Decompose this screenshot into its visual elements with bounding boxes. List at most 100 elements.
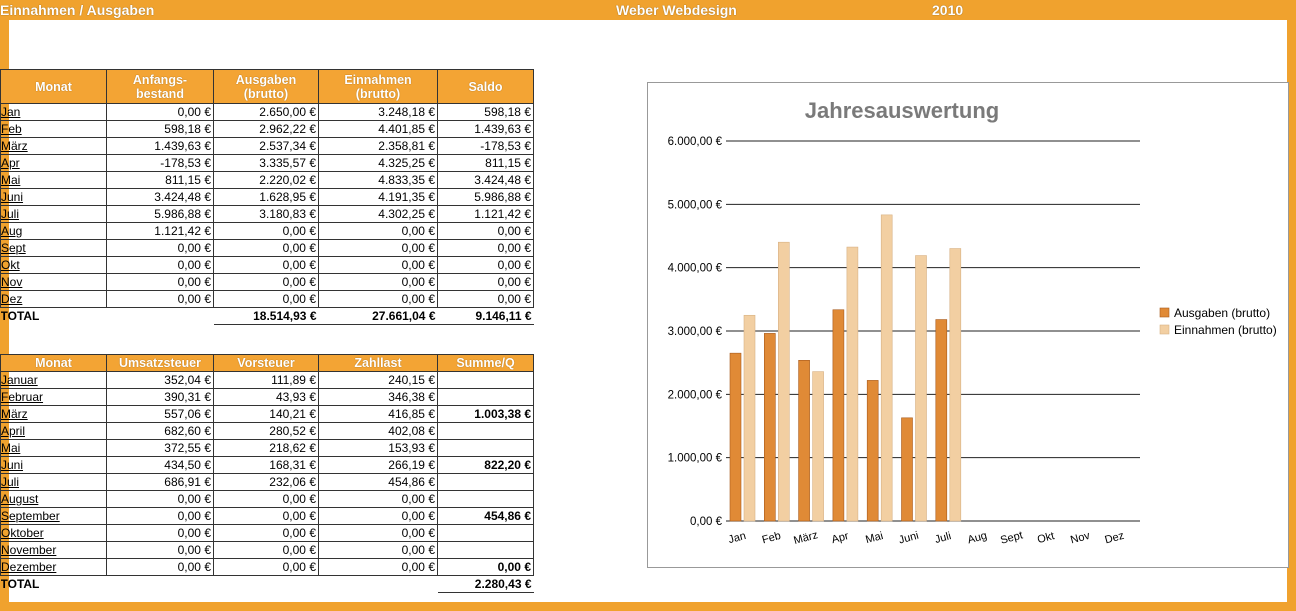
bar-einnahmen[interactable] xyxy=(812,371,824,522)
cell-col4[interactable]: 0,00 € xyxy=(318,222,438,240)
cell-col2[interactable]: 0,00 € xyxy=(106,558,214,576)
month-link[interactable]: August xyxy=(0,490,107,508)
cell-col2[interactable]: 598,18 € xyxy=(106,120,214,138)
cell-col3[interactable]: 2.537,34 € xyxy=(213,137,319,155)
cell-col3[interactable]: 140,21 € xyxy=(213,405,319,423)
cell-col5[interactable]: 0,00 € xyxy=(437,222,534,240)
cell-col5[interactable] xyxy=(437,473,534,491)
col-header-einnahmen[interactable]: Einnahmen (brutto) xyxy=(318,69,438,104)
col-header-summe-q[interactable]: Summe/Q xyxy=(437,354,534,372)
month-link[interactable]: Jan xyxy=(0,103,107,121)
bar-ausgaben[interactable] xyxy=(764,333,776,522)
month-link[interactable]: Dez xyxy=(0,290,107,308)
cell-col4[interactable]: 240,15 € xyxy=(318,371,438,389)
month-link[interactable]: Juli xyxy=(0,205,107,223)
cell-col2[interactable]: 0,00 € xyxy=(106,507,214,525)
cell-col5[interactable] xyxy=(437,371,534,389)
col-header-monat[interactable]: Monat xyxy=(0,69,107,104)
bar-ausgaben[interactable] xyxy=(866,380,879,522)
annual-chart[interactable]: Jahresauswertung 0,00 € 1.000,00 € 2.000,0… xyxy=(647,82,1289,568)
bar-einnahmen[interactable] xyxy=(915,255,927,522)
bar-ausgaben[interactable] xyxy=(798,360,810,522)
cell-col2[interactable]: 0,00 € xyxy=(106,524,214,542)
cell-col5[interactable]: 0,00 € xyxy=(437,273,534,291)
month-link[interactable]: September xyxy=(0,507,107,525)
cell-col3[interactable]: 280,52 € xyxy=(213,422,319,440)
cell-col3[interactable]: 2.220,02 € xyxy=(213,171,319,189)
col-header-umsatzsteuer[interactable]: Umsatzsteuer xyxy=(106,354,214,372)
cell-col3[interactable]: 3.180,83 € xyxy=(213,205,319,223)
month-link[interactable]: Juli xyxy=(0,473,107,491)
month-link[interactable]: Mai xyxy=(0,439,107,457)
cell-col4[interactable]: 0,00 € xyxy=(318,290,438,308)
cell-col3[interactable]: 1.628,95 € xyxy=(213,188,319,206)
bar-einnahmen[interactable] xyxy=(949,248,962,522)
month-link[interactable]: Feb xyxy=(0,120,107,138)
total-col3[interactable] xyxy=(214,576,319,593)
bar-einnahmen[interactable] xyxy=(743,314,756,522)
cell-col5[interactable]: 811,15 € xyxy=(437,154,534,172)
total-col2[interactable] xyxy=(107,576,214,593)
cell-col4[interactable]: 346,38 € xyxy=(318,388,438,406)
cell-col4[interactable]: 0,00 € xyxy=(318,541,438,559)
bar-einnahmen[interactable] xyxy=(880,214,893,522)
month-link[interactable]: Januar xyxy=(0,371,107,389)
month-link[interactable]: Nov xyxy=(0,273,107,291)
cell-col2[interactable]: 3.424,48 € xyxy=(106,188,214,206)
total-col4[interactable]: 27.661,04 € xyxy=(318,307,438,325)
cell-col5[interactable] xyxy=(437,490,534,508)
cell-col5[interactable]: -178,53 € xyxy=(437,137,534,155)
month-link[interactable]: Juni xyxy=(0,456,107,474)
bar-ausgaben[interactable] xyxy=(935,319,948,522)
cell-col3[interactable]: 232,06 € xyxy=(213,473,319,491)
cell-col5[interactable]: 1.439,63 € xyxy=(437,120,534,138)
cell-col2[interactable]: 1.121,42 € xyxy=(106,222,214,240)
cell-col2[interactable]: 0,00 € xyxy=(106,273,214,291)
col-header-ausgaben[interactable]: Ausgaben (brutto) xyxy=(213,69,319,104)
cell-col5[interactable] xyxy=(437,524,534,542)
cell-col4[interactable]: 4.325,25 € xyxy=(318,154,438,172)
col-header-anfangsbestand[interactable]: Anfangs-bestand xyxy=(106,69,214,104)
month-link[interactable]: Februar xyxy=(0,388,107,406)
cell-col5[interactable]: 0,00 € xyxy=(437,558,534,576)
cell-col4[interactable]: 0,00 € xyxy=(318,256,438,274)
total-col3[interactable]: 18.514,93 € xyxy=(213,307,319,325)
cell-col2[interactable]: 390,31 € xyxy=(106,388,214,406)
cell-col5[interactable]: 3.424,48 € xyxy=(437,171,534,189)
cell-col5[interactable]: 0,00 € xyxy=(437,239,534,257)
cell-col5[interactable] xyxy=(437,388,534,406)
month-link[interactable]: Dezember xyxy=(0,558,107,576)
cell-col5[interactable] xyxy=(437,541,534,559)
cell-col3[interactable]: 2.650,00 € xyxy=(213,103,319,121)
cell-col2[interactable]: 0,00 € xyxy=(106,490,214,508)
month-link[interactable]: Okt xyxy=(0,256,107,274)
cell-col4[interactable]: 2.358,81 € xyxy=(318,137,438,155)
total-label[interactable]: TOTAL xyxy=(0,576,40,591)
cell-col2[interactable]: 686,91 € xyxy=(106,473,214,491)
cell-col3[interactable]: 0,00 € xyxy=(213,273,319,291)
cell-col3[interactable]: 2.962,22 € xyxy=(213,120,319,138)
cell-col3[interactable]: 0,00 € xyxy=(213,541,319,559)
total-col5[interactable]: 9.146,11 € xyxy=(437,307,534,325)
cell-col5[interactable]: 454,86 € xyxy=(437,507,534,525)
cell-col4[interactable]: 3.248,18 € xyxy=(318,103,438,121)
cell-col2[interactable]: -178,53 € xyxy=(106,154,214,172)
cell-col3[interactable]: 168,31 € xyxy=(213,456,319,474)
bar-ausgaben[interactable] xyxy=(832,309,845,522)
col-header-vorsteuer[interactable]: Vorsteuer xyxy=(213,354,319,372)
cell-col3[interactable]: 0,00 € xyxy=(213,490,319,508)
cell-col2[interactable]: 434,50 € xyxy=(106,456,214,474)
total-label[interactable]: TOTAL xyxy=(0,308,40,323)
cell-col2[interactable]: 0,00 € xyxy=(106,239,214,257)
month-link[interactable]: November xyxy=(0,541,107,559)
cell-col3[interactable]: 0,00 € xyxy=(213,256,319,274)
cell-col2[interactable]: 1.439,63 € xyxy=(106,137,214,155)
cell-col2[interactable]: 372,55 € xyxy=(106,439,214,457)
cell-col4[interactable]: 4.401,85 € xyxy=(318,120,438,138)
cell-col4[interactable]: 4.191,35 € xyxy=(318,188,438,206)
cell-col5[interactable]: 822,20 € xyxy=(437,456,534,474)
cell-col5[interactable]: 5.986,88 € xyxy=(437,188,534,206)
cell-col2[interactable]: 0,00 € xyxy=(106,256,214,274)
cell-col4[interactable]: 0,00 € xyxy=(318,239,438,257)
cell-col4[interactable]: 0,00 € xyxy=(318,507,438,525)
